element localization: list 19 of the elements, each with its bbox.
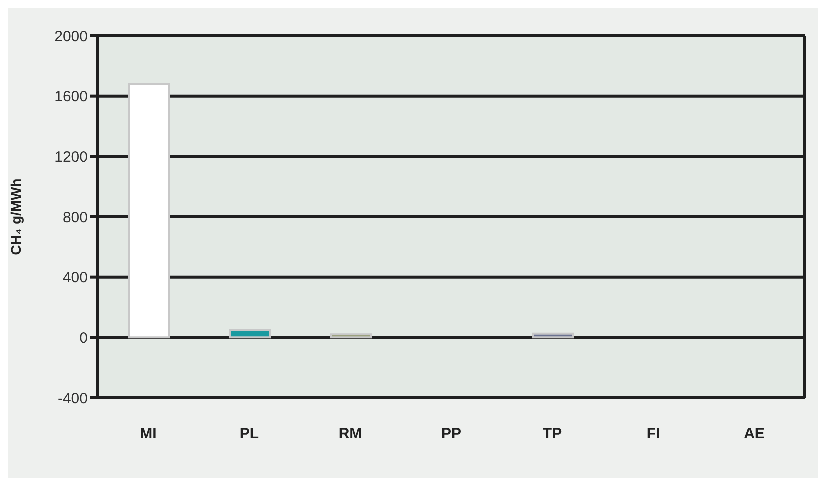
bar [330, 334, 372, 339]
x-tick-label: TP [542, 426, 562, 443]
bar [532, 332, 574, 339]
x-tick-label: PP [441, 426, 462, 443]
x-tick-label: FI [646, 426, 660, 443]
y-tick-label: 800 [62, 209, 88, 226]
y-tick-label: 0 [80, 330, 88, 347]
x-tick-label: MI [140, 426, 157, 443]
x-tick-label: PL [240, 426, 260, 443]
bar [128, 83, 170, 339]
y-tick-label: 2000 [54, 28, 88, 46]
y-tick-label: -400 [58, 390, 88, 408]
y-axis-title: CH₄ g/MWh [8, 178, 24, 256]
y-tick-label: 1200 [54, 148, 88, 166]
x-tick-label: AE [744, 426, 765, 443]
x-tick-label: RM [338, 426, 362, 443]
y-tick-label: 400 [62, 270, 88, 287]
y-tick-label: 1600 [54, 88, 88, 106]
bar [229, 329, 271, 339]
